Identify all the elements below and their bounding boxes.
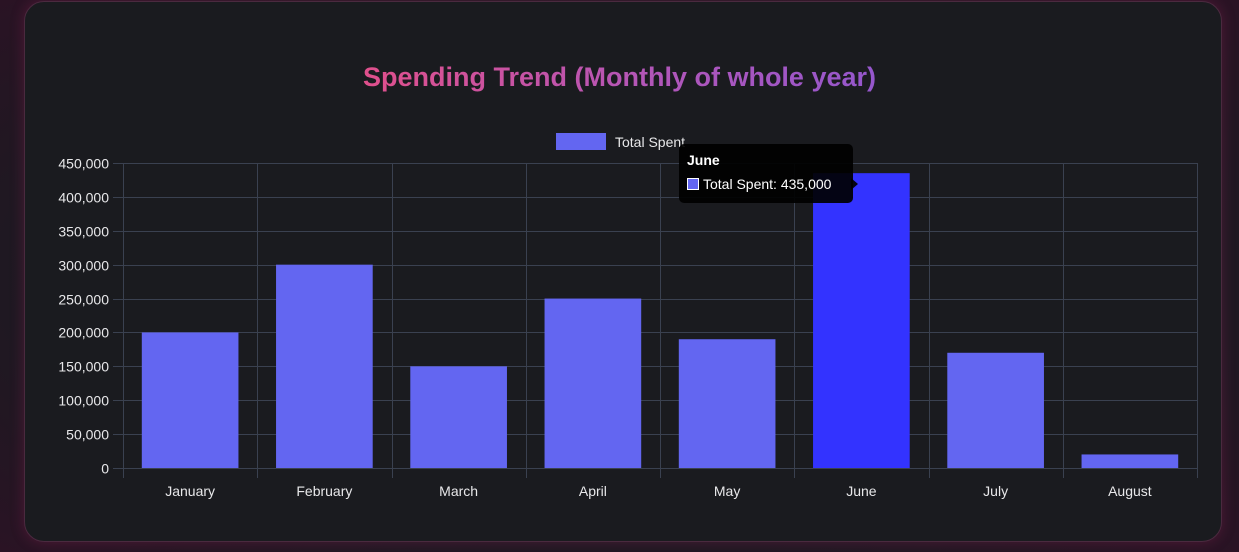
tooltip-row: Total Spent: 435,000 xyxy=(687,176,845,192)
y-axis-ticks: 0 50,000 100,000 150,000 200,000 250,000 300,0… xyxy=(58,156,109,477)
bar-april[interactable] xyxy=(544,298,642,468)
x-tick-label: April xyxy=(579,483,607,499)
legend-swatch xyxy=(556,133,606,150)
bar-february[interactable] xyxy=(276,264,373,468)
x-tick-label: January xyxy=(165,483,215,499)
tooltip: June Total Spent: 435,000 xyxy=(679,144,853,203)
x-tick-label: February xyxy=(296,483,352,499)
bar-july[interactable] xyxy=(947,352,1044,468)
legend-item-total-spent[interactable]: Total Spent xyxy=(556,133,685,150)
tooltip-swatch xyxy=(687,178,699,190)
bar-august[interactable] xyxy=(1081,454,1179,468)
y-tick-label: 350,000 xyxy=(58,224,109,240)
bar-june[interactable] xyxy=(813,173,910,468)
y-tick-label: 150,000 xyxy=(58,359,109,375)
tooltip-caret xyxy=(851,178,858,190)
x-axis-ticks: January February March April May June July Augu… xyxy=(165,483,1152,499)
chart-title: Spending Trend (Monthly of whole year) xyxy=(362,62,876,92)
y-tick-label: 450,000 xyxy=(58,156,109,172)
x-tick-label: May xyxy=(714,483,740,499)
x-tick-label: June xyxy=(846,483,877,499)
x-tick-label: August xyxy=(1108,483,1152,499)
chart-title-container: Spending Trend (Monthly of whole year) xyxy=(0,62,1239,93)
bar-march[interactable] xyxy=(410,366,507,468)
tooltip-label: Total Spent: 435,000 xyxy=(703,176,832,192)
y-tick-label: 400,000 xyxy=(58,190,109,206)
y-tick-label: 250,000 xyxy=(58,292,109,308)
legend-label: Total Spent xyxy=(615,133,686,150)
y-tick-label: 0 xyxy=(101,461,109,477)
bar-january[interactable] xyxy=(141,332,239,468)
x-tick-label: July xyxy=(983,483,1008,499)
y-tick-label: 100,000 xyxy=(58,393,109,409)
y-tick-label: 300,000 xyxy=(58,258,109,274)
y-tick-label: 50,000 xyxy=(66,427,109,443)
bars xyxy=(141,173,1179,468)
tooltip-title: June xyxy=(687,152,720,168)
bar-may[interactable] xyxy=(678,339,776,468)
y-tick-label: 200,000 xyxy=(58,325,109,341)
x-tick-label: March xyxy=(439,483,478,499)
